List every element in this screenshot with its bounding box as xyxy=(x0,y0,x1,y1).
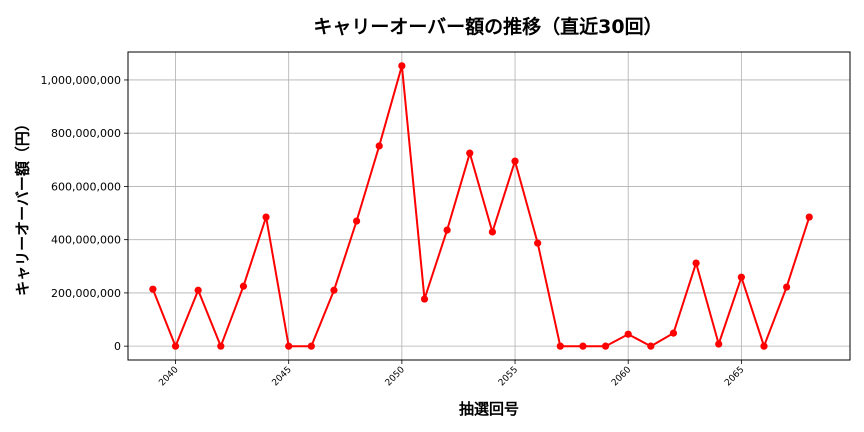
data-point-marker xyxy=(692,259,700,267)
data-series xyxy=(149,62,813,350)
data-point-marker xyxy=(171,342,180,350)
chart-title: キャリーオーバー額の推移（直近30回） xyxy=(313,16,663,38)
y-tick-label: 800,000,000 xyxy=(51,127,121,140)
data-point-marker xyxy=(783,283,791,291)
data-point-marker xyxy=(443,226,451,234)
data-point-marker xyxy=(307,342,315,350)
data-point-marker xyxy=(511,157,519,165)
data-point-marker xyxy=(466,149,474,157)
data-point-marker xyxy=(556,342,564,350)
data-point-marker xyxy=(737,273,745,281)
data-point-marker xyxy=(624,330,632,338)
data-point-marker xyxy=(285,342,293,350)
data-point-marker xyxy=(601,342,610,350)
x-tick-label: 2065 xyxy=(723,365,746,388)
data-point-marker xyxy=(239,282,248,290)
data-point-marker xyxy=(669,329,678,337)
data-point-marker xyxy=(262,213,270,221)
x-tick-label: 2045 xyxy=(271,365,294,388)
data-point-marker xyxy=(488,228,496,236)
data-point-marker xyxy=(715,340,723,348)
data-point-marker xyxy=(352,217,361,225)
y-tick-label: 200,000,000 xyxy=(51,287,121,300)
data-point-marker xyxy=(217,342,225,350)
data-point-marker xyxy=(805,213,813,221)
data-point-marker xyxy=(330,286,338,294)
series-line xyxy=(151,64,811,348)
data-point-marker xyxy=(194,286,202,294)
data-point-marker xyxy=(149,285,157,293)
y-tick-label: 1,000,000,000 xyxy=(41,74,121,87)
grid-lines xyxy=(128,52,850,360)
x-tick-label: 2060 xyxy=(610,365,633,388)
data-point-marker xyxy=(760,342,768,350)
y-tick-label: 400,000,000 xyxy=(51,234,121,247)
y-tick-label: 0 xyxy=(114,340,121,353)
data-point-marker xyxy=(420,295,429,303)
x-tick-label: 2040 xyxy=(157,365,180,388)
x-tick-label: 2050 xyxy=(384,365,407,388)
data-point-marker xyxy=(534,239,542,247)
x-tick-label: 2055 xyxy=(497,365,520,388)
data-point-marker xyxy=(398,62,406,70)
x-axis-label: 抽選回号 xyxy=(458,400,520,418)
data-point-marker xyxy=(579,342,587,350)
data-point-marker xyxy=(647,342,655,350)
plot-area-frame xyxy=(127,51,851,361)
y-tick-label: 600,000,000 xyxy=(51,180,121,193)
data-point-marker xyxy=(375,142,383,150)
